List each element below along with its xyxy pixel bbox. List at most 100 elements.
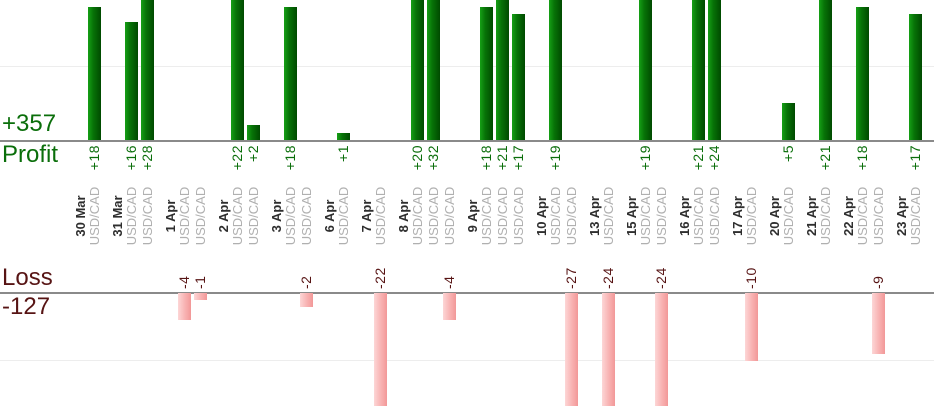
profit-bar [231, 0, 244, 140]
loss-bar [655, 293, 668, 406]
symbol-label: USD/CAD [908, 186, 923, 246]
profit-bar [819, 0, 832, 140]
date-label: 30 Mar [73, 195, 88, 237]
profit-bar [88, 6, 101, 140]
symbol-label: USD/CAD [246, 186, 261, 246]
date-label: 15 Apr [624, 196, 639, 236]
symbol-label: USD/CAD [511, 186, 526, 246]
profit-bar [909, 14, 922, 140]
loss-bar [602, 293, 615, 406]
profit-value-label: +5 [780, 145, 796, 162]
profit-value-label: +19 [547, 145, 563, 171]
profit-bar [284, 6, 297, 140]
loss-value-label: -1 [192, 275, 208, 289]
symbol-label: USD/CAD [691, 186, 706, 246]
date-label: 7 Apr [359, 199, 374, 233]
symbol-label: USD/CAD [564, 186, 579, 246]
symbol-label: USD/CAD [781, 186, 796, 246]
date-label: 21 Apr [804, 196, 819, 236]
symbol-label: USD/CAD [638, 186, 653, 246]
loss-value-label: -10 [743, 267, 759, 289]
profit-value-label: +18 [86, 145, 102, 171]
symbol-label: USD/CAD [871, 186, 886, 246]
profit-bar [480, 6, 493, 140]
date-label: 9 Apr [465, 199, 480, 233]
loss-value-label: -24 [600, 267, 616, 289]
symbol-label: USD/CAD [855, 186, 870, 246]
profit-bar [141, 0, 154, 140]
profit-value-label: +32 [425, 145, 441, 171]
date-label: 23 Apr [894, 196, 909, 236]
symbol-label: USD/CAD [426, 186, 441, 246]
profit-bar [125, 21, 138, 140]
profit-bar [337, 132, 350, 140]
profit-bar [496, 0, 509, 140]
loss-value-label: -9 [870, 275, 886, 289]
loss-total-value: -127 [2, 293, 51, 320]
profit-value-label: +21 [494, 145, 510, 171]
profit-bar [411, 0, 424, 140]
symbol-label: USD/CAD [87, 186, 102, 246]
symbol-label: USD/CAD [140, 186, 155, 246]
loss-gridline [0, 360, 934, 361]
symbol-label: USD/CAD [177, 186, 192, 246]
profit-bar [639, 0, 652, 140]
symbol-label: USD/CAD [124, 186, 139, 246]
profit-bar [247, 125, 260, 140]
profit-bar [708, 0, 721, 140]
loss-value-label: -22 [372, 267, 388, 289]
symbol-label: USD/CAD [707, 186, 722, 246]
date-label: 31 Mar [110, 195, 125, 237]
date-label: 17 Apr [730, 196, 745, 236]
symbol-label: USD/CAD [495, 186, 510, 246]
loss-bar [872, 293, 885, 354]
loss-axis-label: Loss [2, 264, 53, 291]
profit-bar [692, 0, 705, 140]
date-label: 3 Apr [269, 199, 284, 233]
symbol-label: USD/CAD [479, 186, 494, 246]
profit-value-label: +16 [123, 145, 139, 171]
symbol-label: USD/CAD [744, 186, 759, 246]
loss-bar [300, 293, 313, 307]
loss-baseline-axis [0, 292, 934, 294]
profit-bar [427, 0, 440, 140]
loss-bar [374, 293, 387, 406]
profit-value-label: +21 [817, 145, 833, 171]
profit-value-label: +28 [139, 145, 155, 171]
loss-bar [565, 293, 578, 406]
profit-bar [856, 6, 869, 140]
profit-value-label: +18 [854, 145, 870, 171]
loss-value-label: -2 [298, 275, 314, 289]
date-label: 22 Apr [841, 196, 856, 236]
symbol-label: USD/CAD [299, 186, 314, 246]
date-label: 2 Apr [216, 199, 231, 233]
profit-value-label: +24 [706, 145, 722, 171]
profit-bar [549, 0, 562, 140]
profit-plot-area [0, 0, 934, 140]
profit-value-label: +20 [409, 145, 425, 171]
date-label: 20 Apr [767, 196, 782, 236]
profit-value-label: +18 [282, 145, 298, 171]
symbol-label: USD/CAD [336, 186, 351, 246]
date-label: 6 Apr [322, 199, 337, 233]
profit-axis-label: Profit [2, 141, 59, 168]
date-label: 13 Apr [587, 196, 602, 236]
symbol-label: USD/CAD [193, 186, 208, 246]
symbol-label: USD/CAD [230, 186, 245, 246]
profit-total-value: +357 [2, 110, 57, 137]
profit-value-label: +21 [690, 145, 706, 171]
symbol-label: USD/CAD [818, 186, 833, 246]
date-label: 10 Apr [534, 196, 549, 236]
symbol-label: USD/CAD [283, 186, 298, 246]
date-label: 8 Apr [396, 199, 411, 233]
loss-bar [443, 293, 456, 320]
profit-bar [782, 103, 795, 140]
profit-value-label: +22 [229, 145, 245, 171]
loss-value-label: -4 [176, 275, 192, 289]
loss-bar [745, 293, 758, 361]
profit-value-label: +2 [245, 145, 261, 162]
symbol-label: USD/CAD [548, 186, 563, 246]
loss-value-label: -24 [653, 267, 669, 289]
profit-baseline-axis [0, 140, 934, 142]
